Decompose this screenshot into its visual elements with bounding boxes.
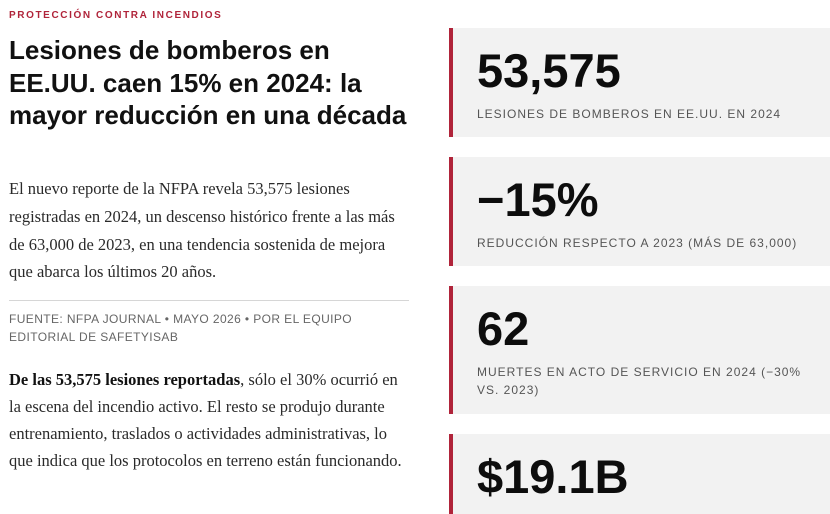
stat-value: 62 [477,302,530,355]
stat-label: MUERTES EN ACTO DE SERVICIO EN 2024 (−30… [477,365,802,397]
divider [9,300,409,301]
stat-label: REDUCCIÓN RESPECTO A 2023 (MÁS DE 63,000… [477,236,798,250]
stat-card: −15% REDUCCIÓN RESPECTO A 2023 (MÁS DE 6… [449,157,830,266]
lead: El nuevo reporte de la NFPA revela 53,57… [9,179,395,282]
stat-label: LESIONES DE BOMBEROS EN EE.UU. EN 2024 [477,107,782,121]
stat-card: $19.1B [449,434,830,514]
stat-card: 53,575 LESIONES DE BOMBEROS EN EE.UU. EN… [449,28,830,137]
source: FUENTE: NFPA JOURNAL • MAYO 2026 • POR E… [9,312,353,344]
stat-card: 62 MUERTES EN ACTO DE SERVICIO EN 2024 (… [449,286,830,414]
kicker: PROTECCIÓN CONTRA INCENDIOS [9,10,223,21]
headline: Lesiones de bomberos en EE.UU. caen 15% … [9,35,407,130]
stat-value: $19.1B [477,450,629,503]
body-paragraph: De las 53,575 lesiones reportadas, sólo … [9,366,409,474]
stat-value: 53,575 [477,44,621,97]
body-text: , sólo el 30% ocurrió en la escena del i… [9,370,402,470]
stat-value: −15% [477,173,599,226]
body-bold: De las 53,575 lesiones reportadas [9,370,241,389]
